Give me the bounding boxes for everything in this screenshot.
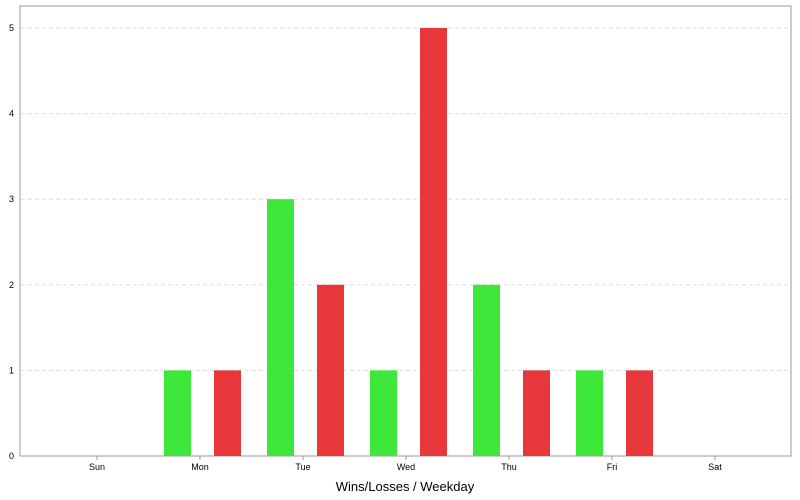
loss-bar [523, 370, 550, 456]
plot-area [19, 5, 792, 457]
gridlines [21, 27, 790, 371]
loss-bar [214, 370, 241, 456]
loss-bar [317, 284, 344, 456]
x-tick-label: Sat [708, 462, 722, 472]
x-tick-label: Thu [501, 462, 517, 472]
x-axis-ticks: Sun Mon Tue Wed Thu Fri Sat [89, 456, 722, 472]
y-tick-label: 3 [9, 194, 14, 204]
loss-bar [626, 370, 653, 456]
y-tick-label: 4 [9, 109, 14, 119]
win-bar [576, 370, 603, 456]
win-bar [267, 199, 294, 456]
win-bar [370, 370, 397, 456]
win-bar [164, 370, 191, 456]
loss-bar [420, 28, 447, 456]
x-tick-label: Sun [89, 462, 105, 472]
x-tick-label: Tue [295, 462, 310, 472]
x-axis-title: Wins/Losses / Weekday [336, 479, 475, 494]
y-axis-ticks: 0 1 2 3 4 5 [9, 23, 14, 461]
y-tick-label: 2 [9, 280, 14, 290]
x-tick-label: Mon [191, 462, 209, 472]
bars [164, 28, 653, 456]
y-tick-label: 5 [9, 23, 14, 33]
win-bar [473, 284, 500, 456]
x-tick-label: Wed [397, 462, 415, 472]
y-tick-label: 0 [9, 451, 14, 461]
x-tick-label: Fri [607, 462, 618, 472]
y-tick-label: 1 [9, 365, 14, 375]
